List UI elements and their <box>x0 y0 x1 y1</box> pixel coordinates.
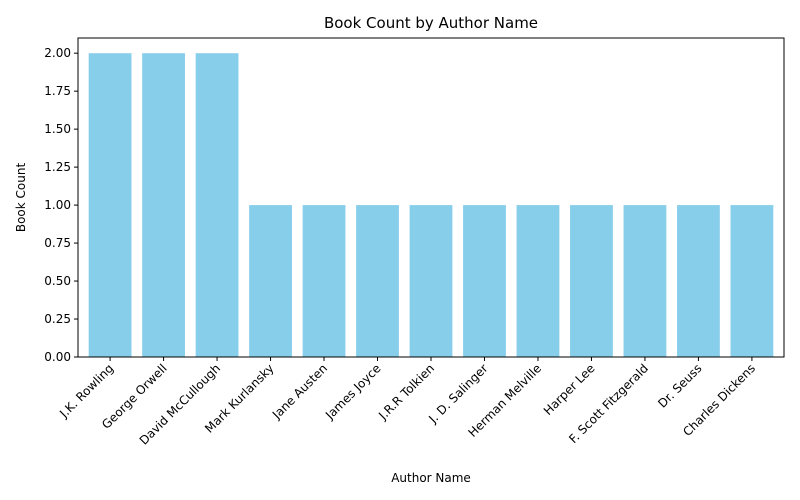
bar-1 <box>142 53 185 357</box>
plot-frame <box>77 37 785 358</box>
x-tick-label-4: Jane Austen <box>269 361 330 422</box>
y-tick-label-2: 0.50 <box>44 274 71 288</box>
bar-5 <box>356 205 399 357</box>
x-tick-label-5: James Joyce <box>322 361 384 423</box>
bar-6 <box>409 205 453 357</box>
bar-9 <box>570 205 613 357</box>
bar-12 <box>730 205 774 357</box>
y-tick-label-1: 0.25 <box>44 312 71 326</box>
chart-title: Book Count by Author Name <box>324 14 538 32</box>
x-tick-label-0: J.K. Rowling <box>56 361 116 421</box>
y-axis-label: Book Count <box>14 163 28 233</box>
x-tick-label-11: Dr. Seuss <box>655 361 704 410</box>
y-tick-label-3: 0.75 <box>44 236 71 250</box>
y-tick-label-5: 1.25 <box>44 160 71 174</box>
y-tick-label-0: 0.00 <box>44 350 71 364</box>
y-tick-label-6: 1.50 <box>44 122 71 136</box>
bar-3 <box>249 205 292 357</box>
bar-10 <box>623 205 667 357</box>
y-tick-label-8: 2.00 <box>44 46 71 60</box>
bar-11 <box>677 205 720 357</box>
bar-2 <box>195 53 239 357</box>
bar-4 <box>302 205 346 357</box>
bar-0 <box>88 53 132 357</box>
y-tick-label-4: 1.00 <box>44 198 71 212</box>
bars-group <box>88 53 774 357</box>
bar-7 <box>463 205 506 357</box>
x-axis-label: Author Name <box>391 471 471 485</box>
bar-8 <box>516 205 560 357</box>
x-tick-label-9: Harper Lee <box>541 361 598 418</box>
y-axis: 0.00 0.25 0.50 0.75 1.00 1.25 1.50 1.75 2.00 <box>44 46 78 364</box>
y-tick-label-7: 1.75 <box>44 84 71 98</box>
